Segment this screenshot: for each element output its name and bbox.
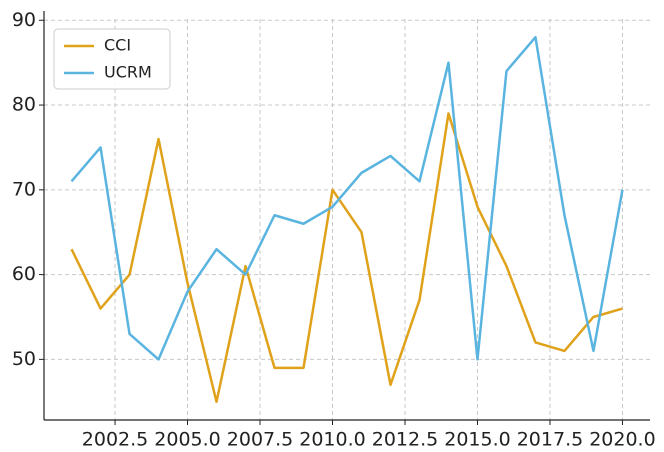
legend-label: CCI xyxy=(104,36,131,55)
x-tick-label: 2005.0 xyxy=(154,429,220,451)
y-tick-label: 70 xyxy=(12,178,36,200)
y-tick-label: 80 xyxy=(12,94,36,116)
x-tick-label: 2017.5 xyxy=(517,429,583,451)
y-tick-label: 50 xyxy=(12,348,36,370)
x-tick-label: 2020.0 xyxy=(589,429,655,451)
line xyxy=(70,112,623,404)
x-tick-label: 2015.0 xyxy=(444,429,510,451)
line xyxy=(70,35,624,361)
x-tick-label: 2007.5 xyxy=(227,429,293,451)
y-tick-label: 90 xyxy=(12,9,36,31)
x-tick-label: 2012.5 xyxy=(372,429,438,451)
legend-label: UCRM xyxy=(104,63,152,82)
x-tick-label: 2002.5 xyxy=(82,429,148,451)
x-tick-label: 2010.0 xyxy=(299,429,365,451)
y-tick-label: 60 xyxy=(12,263,36,285)
